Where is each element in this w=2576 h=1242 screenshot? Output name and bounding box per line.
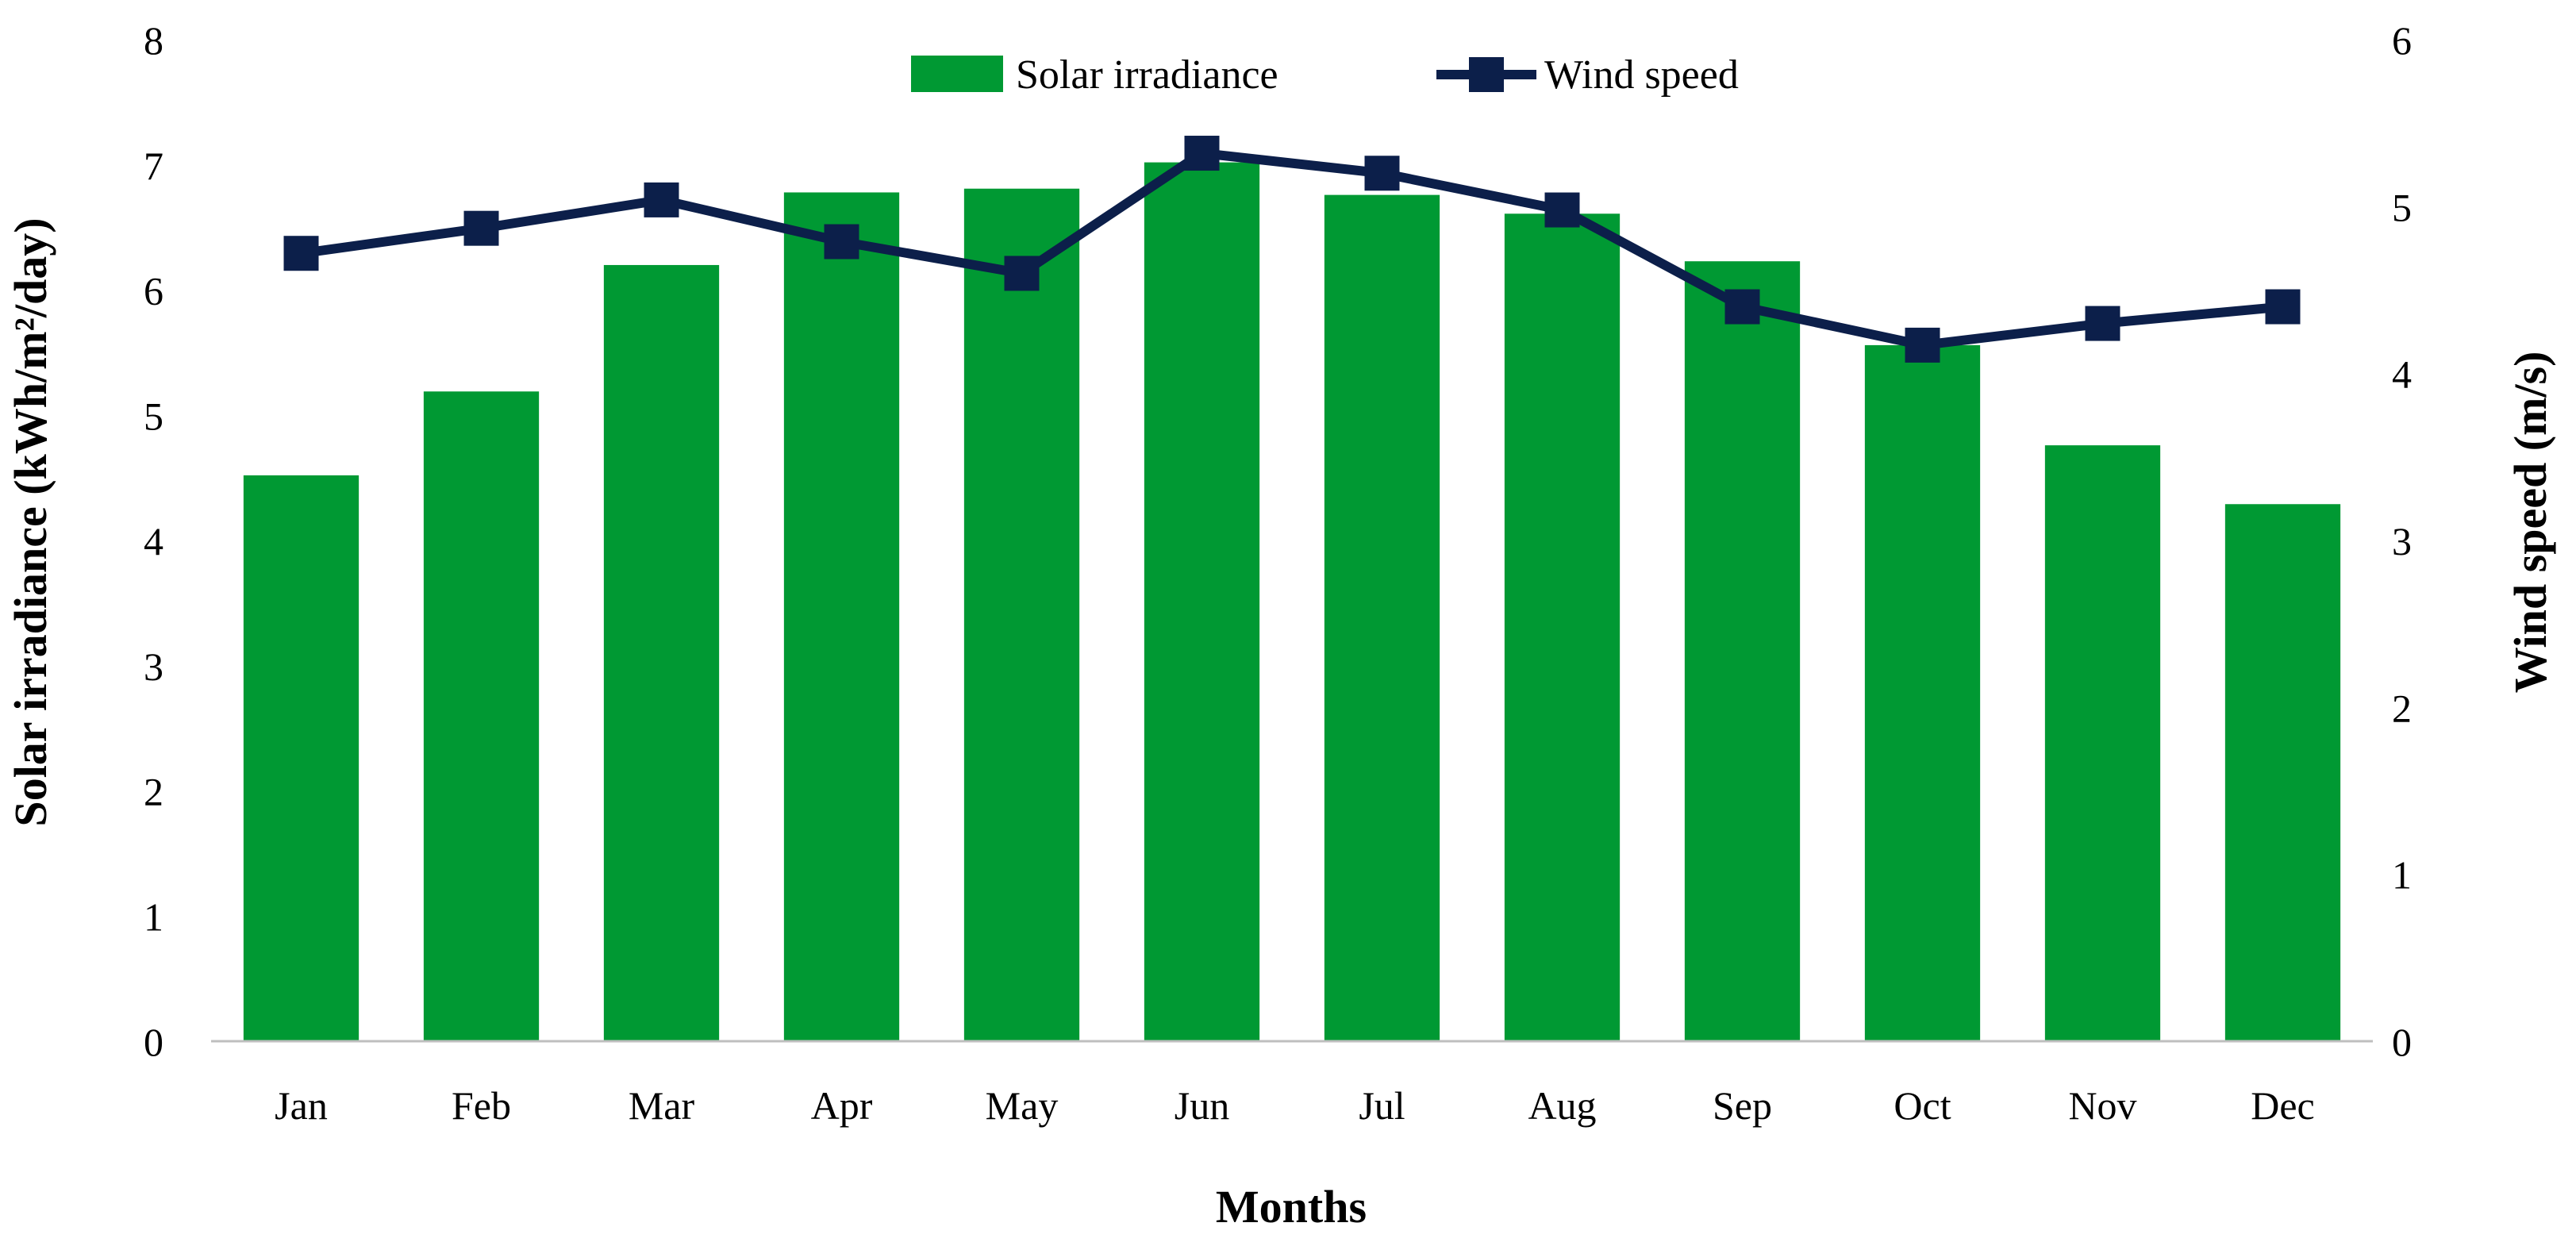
marker-wind-aug (1544, 192, 1580, 228)
x-tick-may: May (986, 1083, 1059, 1128)
y-left-tick-5: 5 (144, 394, 163, 438)
x-tick-nov: Nov (2068, 1083, 2136, 1128)
marker-wind-oct (1905, 327, 1940, 363)
y-left-tick-2: 2 (144, 770, 163, 814)
marker-wind-sep (1724, 289, 1760, 325)
y-left-tick-8: 8 (144, 18, 163, 63)
legend: Solar irradiance Wind speed (911, 52, 1739, 98)
solar-bars (243, 162, 2341, 1042)
wind-speed-line (300, 148, 2284, 350)
bar-solar-aug (1504, 213, 1621, 1042)
bar-solar-dec (2224, 504, 2341, 1041)
y-left-tick-7: 7 (144, 144, 163, 188)
marker-wind-feb (463, 210, 499, 246)
y-left-tick-4: 4 (144, 519, 163, 563)
x-tick-apr: Apr (811, 1083, 873, 1128)
x-tick-jan: Jan (275, 1083, 328, 1128)
tick-labels: 0 1 2 3 4 5 6 7 8 0 1 2 3 4 5 6 Jan Feb Mar Apr May Jun Jul Aug… (144, 18, 2412, 1128)
x-tick-jun: Jun (1175, 1083, 1229, 1128)
y-left-tick-6: 6 (144, 269, 163, 313)
y-right-axis-title: Wind speed (m/s) (2505, 352, 2556, 694)
bar-solar-feb (423, 391, 540, 1042)
marker-wind-dec (2265, 289, 2301, 325)
marker-wind-apr (824, 224, 859, 260)
x-axis-title: Months (1216, 1181, 1367, 1232)
marker-wind-jul (1364, 156, 1400, 191)
y-right-tick-3: 3 (2392, 519, 2412, 563)
x-tick-mar: Mar (629, 1083, 695, 1128)
bar-solar-mar (603, 264, 720, 1041)
marker-wind-nov (2085, 306, 2120, 341)
legend-swatch-solar (911, 56, 1003, 92)
bar-solar-sep (1684, 261, 1801, 1041)
bar-solar-jul (1324, 194, 1440, 1042)
bar-solar-jan (243, 475, 359, 1041)
marker-wind-jun (1184, 136, 1220, 171)
y-right-tick-2: 2 (2392, 686, 2412, 730)
legend-marker-wind (1469, 57, 1504, 92)
bar-solar-may (963, 188, 1080, 1041)
y-right-tick-1: 1 (2392, 853, 2412, 898)
bar-solar-jun (1144, 162, 1260, 1042)
y-right-tick-5: 5 (2392, 185, 2412, 229)
x-tick-sep: Sep (1713, 1083, 1772, 1128)
x-tick-jul: Jul (1359, 1083, 1405, 1128)
x-tick-aug: Aug (1528, 1083, 1596, 1128)
x-tick-dec: Dec (2251, 1083, 2315, 1128)
y-right-tick-4: 4 (2392, 352, 2412, 397)
y-left-tick-0: 0 (144, 1020, 163, 1064)
marker-wind-jan (283, 236, 319, 271)
wind-line (283, 136, 2301, 363)
marker-wind-mar (644, 182, 679, 217)
bar-solar-oct (1864, 344, 1981, 1041)
y-right-tick-0: 0 (2392, 1020, 2412, 1064)
bar-solar-apr (783, 192, 900, 1042)
legend-label-solar: Solar irradiance (1016, 52, 1278, 98)
legend-label-wind: Wind speed (1544, 52, 1739, 98)
y-left-axis-title: Solar irradiance (kWh/m²/day) (5, 217, 56, 826)
y-left-tick-1: 1 (144, 894, 163, 939)
marker-wind-may (1004, 256, 1040, 291)
bar-solar-nov (2044, 445, 2161, 1041)
x-tick-feb: Feb (452, 1083, 511, 1128)
y-right-tick-6: 6 (2392, 18, 2412, 63)
y-left-tick-3: 3 (144, 644, 163, 689)
x-tick-oct: Oct (1894, 1083, 1951, 1128)
